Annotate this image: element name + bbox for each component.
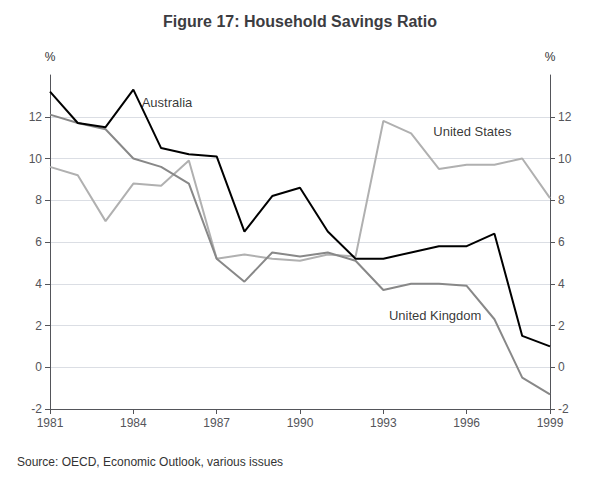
svg-text:1993: 1993 [370,416,397,430]
svg-text:8: 8 [35,193,42,207]
svg-text:4: 4 [558,277,565,291]
svg-text:12: 12 [558,110,572,124]
svg-text:Australia: Australia [142,95,193,110]
svg-text:1999: 1999 [537,416,564,430]
svg-text:Figure 17: Household Savings R: Figure 17: Household Savings Ratio [163,13,437,30]
svg-text:United Kingdom: United Kingdom [389,308,482,323]
svg-text:1987: 1987 [203,416,230,430]
svg-text:12: 12 [29,110,43,124]
svg-text:10: 10 [29,152,43,166]
svg-text:1981: 1981 [37,416,64,430]
svg-text:%: % [45,50,56,64]
svg-text:Source: OECD, Economic Outlook: Source: OECD, Economic Outlook, various … [17,455,283,469]
svg-text:-2: -2 [558,402,569,416]
svg-text:-2: -2 [31,402,42,416]
svg-text:10: 10 [558,152,572,166]
svg-text:2: 2 [35,319,42,333]
svg-text:1996: 1996 [453,416,480,430]
svg-text:8: 8 [558,193,565,207]
svg-text:%: % [545,50,556,64]
svg-text:1984: 1984 [120,416,147,430]
svg-text:2: 2 [558,319,565,333]
svg-text:6: 6 [558,235,565,249]
svg-text:4: 4 [35,277,42,291]
svg-text:0: 0 [558,360,565,374]
svg-text:6: 6 [35,235,42,249]
svg-text:0: 0 [35,360,42,374]
svg-text:1990: 1990 [287,416,314,430]
svg-text:United States: United States [433,124,512,139]
